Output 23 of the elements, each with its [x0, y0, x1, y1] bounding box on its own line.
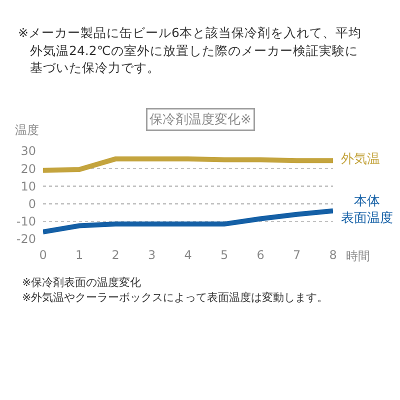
x-tick-label: 3: [148, 248, 156, 262]
x-tick-label: 2: [112, 248, 120, 262]
x-tick-label: 5: [220, 248, 228, 262]
y-tick-label: -10: [16, 214, 36, 229]
x-tick-label: 7: [292, 248, 301, 262]
y-tick-label: -20: [16, 232, 36, 246]
x-axis-title: 時間: [346, 249, 370, 263]
x-tick-label: 8: [329, 248, 337, 262]
series-label: 本体表面温度: [341, 194, 393, 226]
x-tick-label: 6: [256, 248, 264, 262]
y-tick-label: 10: [20, 179, 36, 194]
x-tick-label: 4: [184, 248, 192, 262]
text: ※外気温やクーラーボックスによって表面温度は変動します。: [22, 290, 330, 305]
y-tick-label: 30: [20, 144, 36, 158]
y-tick-label: 20: [20, 162, 36, 176]
series-label: 外気温: [341, 152, 380, 167]
text: ※保冷剤表面の温度変化: [22, 276, 142, 290]
x-tick-label: 1: [75, 248, 84, 262]
text: ※メーカー製品に缶ビール6本と該当保冷剤を入れて、平均外気温24.2℃の室外に放置した際のメーカー検証実験に基づいた保冷力です。: [18, 24, 362, 76]
y-tick-label: 0: [28, 197, 36, 211]
chart-title: 保冷剤温度変化※: [150, 112, 252, 128]
x-tick-label: 0: [39, 248, 47, 262]
y-axis-title: 温度: [15, 123, 39, 137]
